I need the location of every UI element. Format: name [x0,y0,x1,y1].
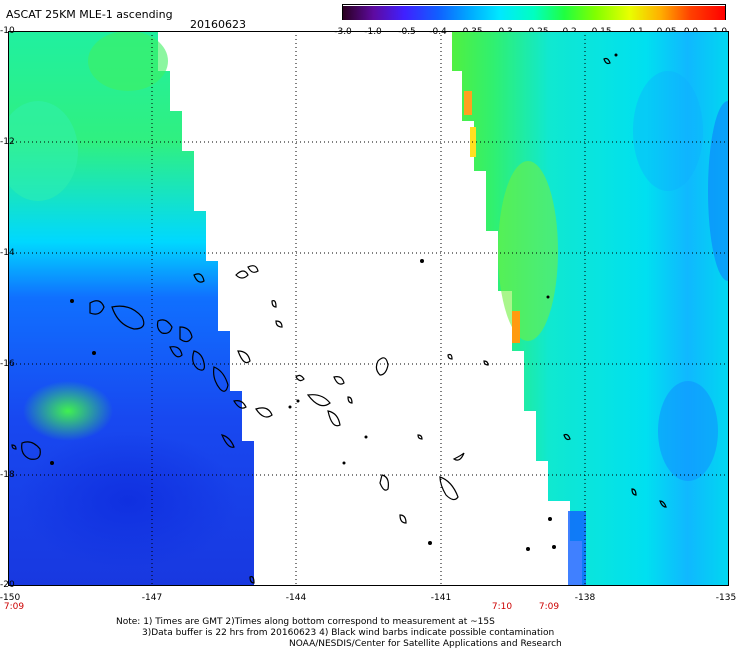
lat-label: -16 [0,359,15,369]
product-date: 20160623 [190,18,246,31]
color-scale-gradient [343,6,725,20]
lat-lon-grid [8,31,729,586]
color-scale-bar [342,4,726,20]
lat-label: -14 [0,248,15,258]
pass-time-label: 7:09 [3,602,25,612]
lon-label: -147 [141,593,163,603]
lon-label: -150 [0,593,21,603]
lat-label: -12 [0,137,15,147]
note-line-3: NOAA/NESDIS/Center for Satellite Applica… [289,639,562,649]
lon-label: -141 [430,593,452,603]
note-line-1: Note: 1) Times are GMT 2)Times along bot… [116,617,495,627]
lon-label: -144 [285,593,307,603]
lon-label: -135 [715,593,737,603]
pass-time-label: 7:09 [538,602,560,612]
lat-label: -10 [0,26,15,36]
note-line-2: 3)Data buffer is 22 hrs from 20160623 4)… [142,628,555,638]
pass-time-label: 7:10 [491,602,513,612]
small-islets [50,53,618,551]
map-border [8,31,729,586]
map-panel [0,31,740,586]
lat-label: -20 [0,580,15,590]
island-coastlines [11,57,667,584]
lon-label: -138 [574,593,596,603]
wind-swath-map [0,31,740,586]
lat-label: -18 [0,470,15,480]
product-title: ASCAT 25KM MLE-1 ascending [6,8,173,21]
